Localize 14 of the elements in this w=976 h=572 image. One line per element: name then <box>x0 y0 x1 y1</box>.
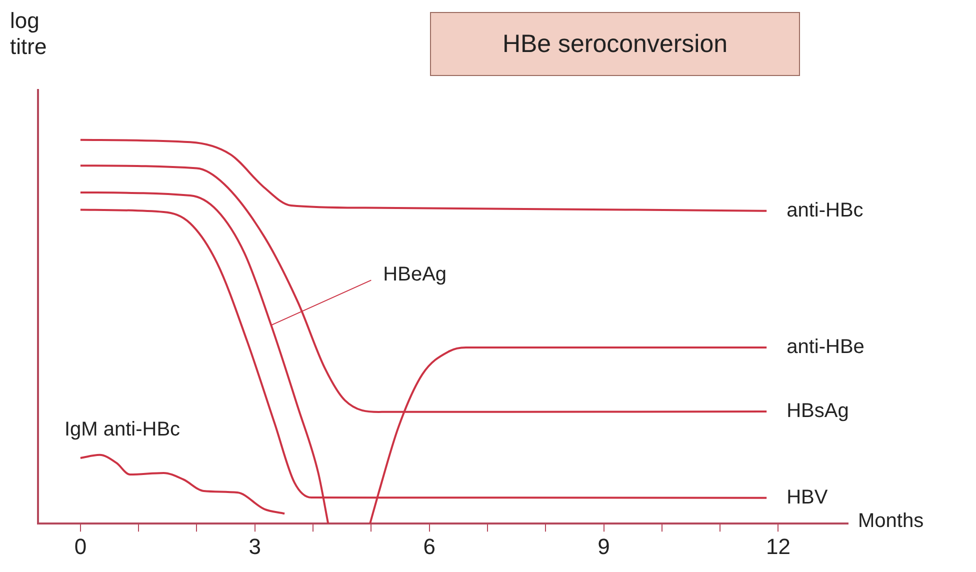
x-tick-label: 3 <box>248 534 262 559</box>
x-tick-label: 0 <box>74 534 87 559</box>
series-label: HBsAg <box>786 400 849 422</box>
x-axis-title: Months <box>858 510 924 532</box>
text: HBeAg <box>383 264 447 286</box>
y-axis-title: log titre <box>10 8 48 60</box>
series-label: HBV <box>786 486 828 508</box>
chart-title: HBe seroconversion <box>430 12 800 76</box>
x-tick-label: 6 <box>423 534 436 559</box>
x-tick-label: 12 <box>766 534 790 559</box>
series-label: anti-HBe <box>786 336 864 358</box>
x-tick-label: 9 <box>598 534 610 559</box>
series-label: IgM anti-HBc <box>64 418 180 440</box>
series-label: anti-HBc <box>786 199 864 222</box>
